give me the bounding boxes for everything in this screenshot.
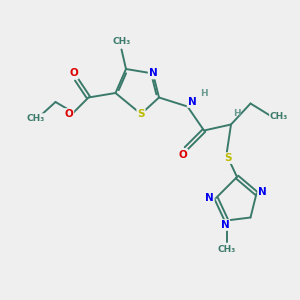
Text: O: O	[178, 149, 188, 160]
Text: CH₃: CH₃	[112, 37, 130, 46]
Text: N: N	[220, 220, 230, 230]
Text: N: N	[188, 97, 196, 107]
Text: S: S	[224, 153, 232, 163]
Text: N: N	[258, 187, 267, 197]
Text: CH₃: CH₃	[270, 112, 288, 122]
Text: CH₃: CH₃	[27, 114, 45, 123]
Text: O: O	[69, 68, 78, 79]
Text: N: N	[148, 68, 158, 79]
Text: N: N	[205, 193, 214, 203]
Text: O: O	[64, 109, 74, 119]
Text: S: S	[137, 109, 145, 119]
Text: H: H	[200, 88, 208, 98]
Text: H: H	[233, 109, 241, 118]
Text: CH₃: CH₃	[218, 245, 236, 254]
